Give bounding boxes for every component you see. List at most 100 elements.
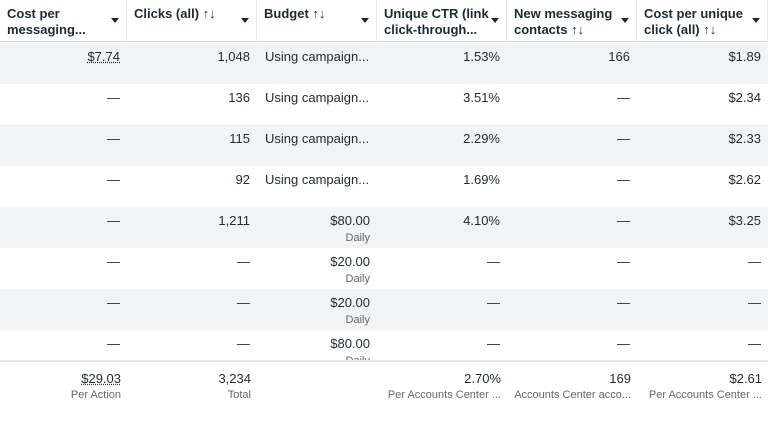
sort-dropdown[interactable] xyxy=(752,18,760,23)
table-cell: 136 xyxy=(228,90,250,105)
sort-dropdown[interactable] xyxy=(621,18,629,23)
table-cell: 4.10% xyxy=(463,213,500,228)
header-line: New messaging xyxy=(514,6,613,21)
header-line: Cost per unique xyxy=(644,6,743,21)
table-row: $7.74 1,048 Using campaign... 1.53% 166 $1.89 xyxy=(0,43,768,84)
table-cell: — xyxy=(617,336,630,351)
table-row: — — $80.00 Daily — — — xyxy=(0,330,768,360)
table-cell: — xyxy=(617,90,630,105)
table-cell: — xyxy=(107,213,120,228)
table-cell: 115 xyxy=(229,131,250,146)
column-header[interactable]: Cost per unique click (all) ↑↓ xyxy=(637,0,768,42)
column-header[interactable]: Cost per messaging... xyxy=(0,0,127,42)
table-cell: 1.69% xyxy=(463,172,500,187)
cell-value: $80.00 xyxy=(330,336,370,351)
table-cell: — xyxy=(237,336,250,351)
header-label[interactable]: New messaging contacts ↑↓ xyxy=(514,6,612,38)
table-body: $7.74 1,048 Using campaign... 1.53% 166 $1.89… xyxy=(0,43,768,360)
table-cell: $7.74 xyxy=(87,49,120,64)
table-cell: $2.33 xyxy=(728,131,761,146)
table-row: — 1,211 $80.00 Daily 4.10% — $3.25 xyxy=(0,207,768,248)
sort-dropdown[interactable] xyxy=(361,18,369,23)
header-label[interactable]: Cost per messaging... xyxy=(7,6,86,38)
header-label[interactable]: Budget ↑↓ xyxy=(264,6,325,22)
table-cell: $20.00 Daily xyxy=(330,295,370,328)
header-line: click (all) ↑↓ xyxy=(644,22,717,37)
summary-label: Per Accounts Center ... xyxy=(387,389,501,401)
summary-label: Per Action xyxy=(70,389,121,401)
table-cell: — xyxy=(617,172,630,187)
summary-cell: $29.03 Per Action xyxy=(71,370,121,403)
table-cell: Using campaign... xyxy=(265,172,370,187)
table-cell: — xyxy=(748,336,761,351)
table-cell: — xyxy=(748,254,761,269)
cell-sub: Daily xyxy=(330,353,370,360)
table-row: — 136 Using campaign... 3.51% — $2.34 xyxy=(0,84,768,125)
header-line: Cost per xyxy=(7,6,60,21)
sort-dropdown[interactable] xyxy=(491,18,499,23)
table-cell: — xyxy=(617,295,630,310)
table-cell: — xyxy=(237,254,250,269)
table-cell: — xyxy=(487,254,500,269)
summary-value: 169 xyxy=(609,371,631,386)
table-row: — — $20.00 Daily — — — xyxy=(0,289,768,330)
column-header[interactable]: New messaging contacts ↑↓ xyxy=(507,0,637,42)
sort-dropdown[interactable] xyxy=(241,18,249,23)
table-cell: $1.89 xyxy=(728,49,761,64)
table-cell: — xyxy=(237,295,250,310)
table-cell: Using campaign... xyxy=(265,90,370,105)
table-cell: — xyxy=(487,295,500,310)
header-line: Unique CTR (link xyxy=(384,6,489,21)
table-cell: 166 xyxy=(608,49,630,64)
summary-cell: 3,234 Total xyxy=(218,370,251,403)
summary-value: 2.70% xyxy=(464,371,501,386)
table-cell: Using campaign... xyxy=(265,131,370,146)
table-cell: 2.29% xyxy=(463,131,500,146)
cell-value: $20.00 xyxy=(330,295,370,310)
column-header[interactable]: Clicks (all) ↑↓ xyxy=(127,0,257,42)
table-cell: — xyxy=(487,336,500,351)
header-line: Budget ↑↓ xyxy=(264,6,326,21)
header-line: click-through... xyxy=(384,22,478,37)
cell-value: $20.00 xyxy=(330,254,370,269)
cell-sub: Daily xyxy=(345,232,370,244)
table-row: — — $20.00 Daily — — — xyxy=(0,248,768,289)
summary-cell: $2.61 Per Accounts Center ... xyxy=(649,370,762,403)
table-cell: $2.34 xyxy=(728,90,761,105)
column-header[interactable]: Unique CTR (link click-through... xyxy=(377,0,507,42)
table-cell: — xyxy=(107,131,120,146)
table-cell: — xyxy=(107,336,120,351)
sort-dropdown[interactable] xyxy=(111,18,119,23)
table-cell: Using campaign... xyxy=(265,49,370,64)
table-cell: 1,211 xyxy=(218,213,250,228)
summary-label: Total xyxy=(227,389,251,401)
table-cell: — xyxy=(107,90,120,105)
summary-value: $2.61 xyxy=(729,371,762,386)
header-line: contacts ↑↓ xyxy=(514,22,585,37)
table-cell: $80.00 Daily xyxy=(330,336,370,360)
table-cell: $20.00 Daily xyxy=(330,254,370,287)
column-header[interactable]: Budget ↑↓ xyxy=(257,0,377,42)
header-label[interactable]: Clicks (all) ↑↓ xyxy=(134,6,216,22)
header-label[interactable]: Cost per unique click (all) ↑↓ xyxy=(644,6,743,38)
header-label[interactable]: Unique CTR (link click-through... xyxy=(384,6,489,38)
summary-value: $29.03 xyxy=(81,371,121,386)
table-cell: 1,048 xyxy=(217,49,250,64)
header-line: messaging... xyxy=(7,22,86,37)
table-cell: $3.25 xyxy=(728,213,761,228)
table-cell: — xyxy=(617,254,630,269)
cell-sub: Daily xyxy=(345,314,370,326)
table-footer: $29.03 Per Action 3,234 Total 2.70% Per Accou… xyxy=(0,360,768,424)
table-cell: 92 xyxy=(235,172,250,187)
table-cell: 3.51% xyxy=(463,90,500,105)
header-line: Clicks (all) ↑↓ xyxy=(134,6,216,21)
summary-value: 3,234 xyxy=(218,371,251,386)
table-cell: $80.00 Daily xyxy=(330,213,370,246)
table-cell: — xyxy=(107,254,120,269)
summary-cell: 169 Accounts Center acco... xyxy=(514,370,631,403)
cell-sub: Daily xyxy=(345,273,370,285)
table-cell: — xyxy=(617,213,630,228)
table-cell: — xyxy=(748,295,761,310)
summary-cell: 2.70% Per Accounts Center ... xyxy=(388,370,501,403)
